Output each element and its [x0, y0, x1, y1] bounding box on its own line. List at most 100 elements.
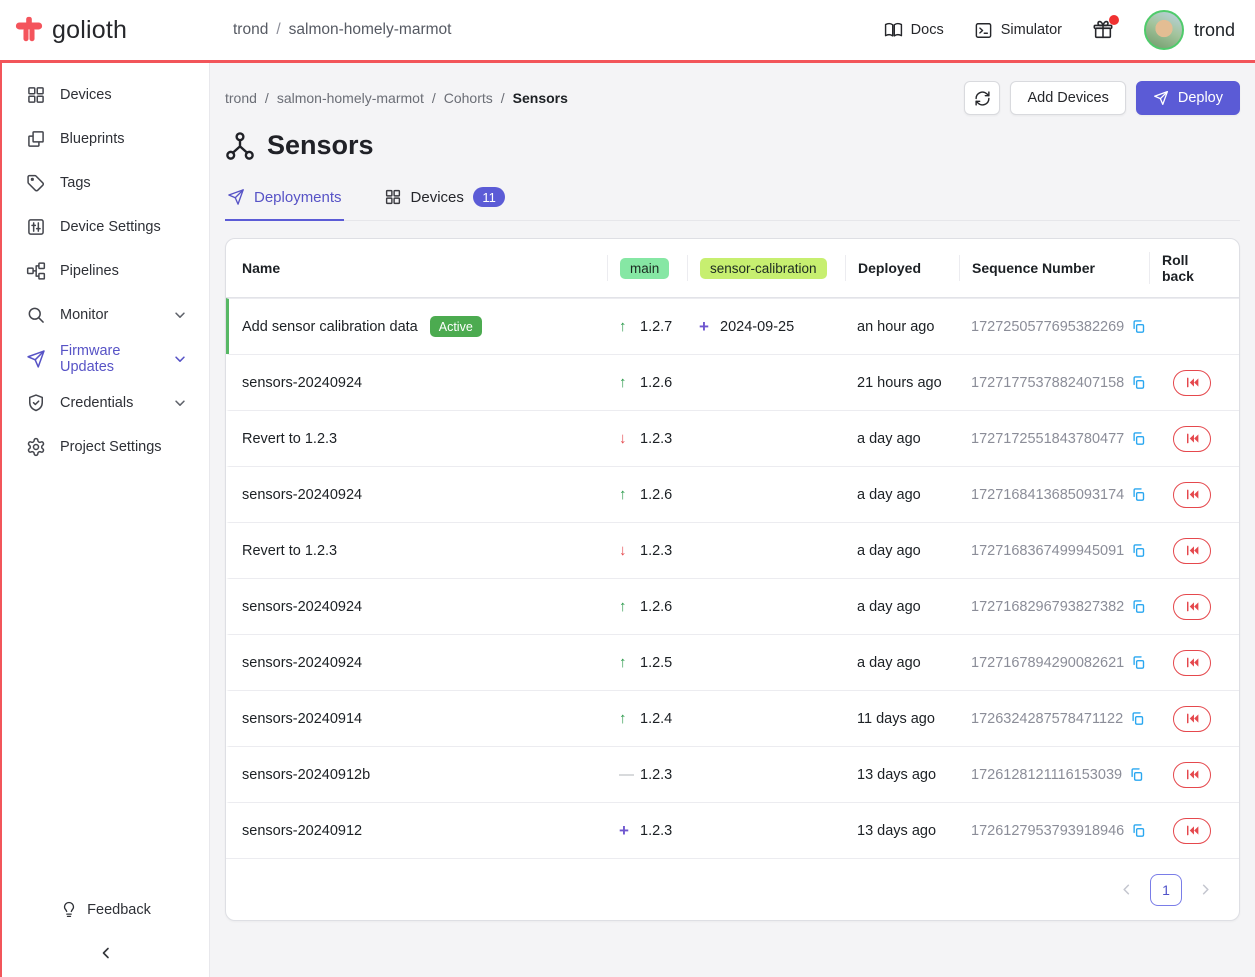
- deployed-time: 13 days ago: [857, 822, 937, 839]
- rollback-button[interactable]: [1173, 817, 1211, 844]
- column-header-name: Name: [242, 260, 281, 276]
- table-row[interactable]: Add sensor calibration data Active ↑ 1.2.…: [226, 298, 1239, 354]
- version-down-icon: ↓: [619, 430, 627, 447]
- breadcrumb-cohorts[interactable]: Cohorts: [443, 90, 493, 106]
- copy-icon[interactable]: [1130, 711, 1145, 726]
- copy-icon[interactable]: [1131, 319, 1146, 334]
- docs-link[interactable]: Docs: [884, 21, 944, 40]
- sidebar-item-blueprints[interactable]: Blueprints: [2, 117, 209, 161]
- rollback-icon: [1186, 769, 1198, 780]
- shield-check-icon: [29, 394, 43, 412]
- deploy-button[interactable]: Deploy: [1135, 81, 1240, 115]
- calibration-version: 2024-09-25: [720, 318, 795, 335]
- version-up-icon: ↑: [619, 374, 627, 391]
- copy-icon[interactable]: [1131, 655, 1146, 670]
- book-icon: [884, 22, 902, 37]
- user-menu[interactable]: trond: [1143, 10, 1235, 50]
- sidebar-item-firmware-updates[interactable]: Firmware Updates: [2, 337, 209, 381]
- add-devices-button[interactable]: Add Devices: [1010, 81, 1126, 115]
- table-row[interactable]: sensors-20240924 ↑ 1.2.6 a day ago 172716…: [226, 466, 1239, 522]
- sidebar-item-monitor[interactable]: Monitor: [2, 293, 209, 337]
- sidebar-item-project-settings[interactable]: Project Settings: [2, 425, 209, 469]
- table-row[interactable]: sensors-20240914 ↑ 1.2.4 11 days ago 1726…: [226, 690, 1239, 746]
- rollback-button[interactable]: [1173, 593, 1211, 620]
- rollback-button[interactable]: [1173, 761, 1211, 788]
- table-row[interactable]: Revert to 1.2.3 ↓ 1.2.3 a day ago 1727168…: [226, 522, 1239, 578]
- sidebar-item-pipelines[interactable]: Pipelines: [2, 249, 209, 293]
- page-number-button[interactable]: 1: [1150, 873, 1182, 906]
- copy-icon[interactable]: [1131, 823, 1146, 838]
- rollback-icon: [1186, 433, 1198, 444]
- collapse-sidebar-button[interactable]: [88, 941, 124, 965]
- sidebar-item-label: Devices: [60, 87, 112, 103]
- column-header-main: main: [607, 255, 687, 281]
- simulator-label: Simulator: [1000, 22, 1062, 38]
- rollback-button[interactable]: [1173, 369, 1211, 396]
- table-row[interactable]: sensors-20240924 ↑ 1.2.6 a day ago 172716…: [226, 578, 1239, 634]
- sequence-number: 1727167894290082621: [971, 654, 1125, 671]
- sidebar-item-credentials[interactable]: Credentials: [2, 381, 209, 425]
- breadcrumb-org[interactable]: trond: [225, 90, 257, 106]
- docs-label: Docs: [910, 22, 944, 38]
- rollback-icon: [1186, 545, 1198, 556]
- golioth-logo[interactable]: golioth: [0, 15, 210, 45]
- main-version: 1.2.3: [640, 542, 673, 559]
- deployed-time: a day ago: [857, 654, 921, 671]
- rollback-button[interactable]: [1173, 425, 1211, 452]
- breadcrumb-current: Sensors: [512, 90, 568, 106]
- pagination: 1: [226, 858, 1239, 920]
- copy-icon[interactable]: [1131, 543, 1146, 558]
- main-version: 1.2.6: [640, 486, 673, 503]
- rollback-icon: [1186, 601, 1198, 612]
- version-down-icon: ↓: [619, 542, 627, 559]
- table-row[interactable]: sensors-20240924 ↑ 1.2.6 21 hours ago 172…: [226, 354, 1239, 410]
- refresh-icon: [975, 90, 990, 106]
- sidebar-item-tags[interactable]: Tags: [2, 161, 209, 205]
- sidebar-item-label: Blueprints: [60, 131, 125, 147]
- breadcrumb-project[interactable]: salmon-homely-marmot: [276, 90, 424, 106]
- table-row[interactable]: sensors-20240912 +1.2.3 13 days ago 1726…: [226, 802, 1239, 858]
- version-up-icon: ↑: [619, 654, 627, 671]
- lightbulb-icon: [63, 901, 75, 918]
- sidebar-item-device-settings[interactable]: Device Settings: [2, 205, 209, 249]
- rollback-button[interactable]: [1173, 649, 1211, 676]
- sidebar-item-devices[interactable]: Devices: [2, 73, 209, 117]
- deployment-name: Revert to 1.2.3: [242, 430, 338, 447]
- rollback-button[interactable]: [1173, 481, 1211, 508]
- tab-devices-label: Devices: [410, 188, 464, 206]
- sliders-icon: [28, 219, 44, 235]
- feedback-button[interactable]: Feedback: [60, 893, 151, 927]
- golioth-logo-icon: [15, 16, 43, 42]
- sidebar-item-label: Tags: [60, 175, 91, 191]
- previous-page-button[interactable]: [1115, 878, 1138, 901]
- table-row[interactable]: sensors-20240912b — 1.2.3 13 days ago 172…: [226, 746, 1239, 802]
- main-version: 1.2.6: [640, 374, 673, 391]
- next-page-button[interactable]: [1194, 878, 1217, 901]
- simulator-link[interactable]: Simulator: [974, 21, 1062, 40]
- rollback-button[interactable]: [1173, 537, 1211, 564]
- branch-badge-sensor-calibration: sensor-calibration: [700, 257, 827, 279]
- breadcrumb-separator: /: [276, 21, 281, 38]
- sidebar-item-label: Pipelines: [60, 263, 119, 279]
- table-row[interactable]: sensors-20240924 ↑ 1.2.5 a day ago 172716…: [226, 634, 1239, 690]
- active-badge: Active: [429, 316, 482, 337]
- sidebar-item-label: Project Settings: [60, 439, 162, 455]
- gear-icon: [27, 437, 45, 457]
- copy-icon[interactable]: [1131, 487, 1146, 502]
- whats-new-button[interactable]: [1092, 15, 1119, 41]
- copy-icon[interactable]: [1131, 431, 1146, 446]
- table-row[interactable]: Revert to 1.2.3 ↓ 1.2.3 a day ago 1727172…: [226, 410, 1239, 466]
- tab-devices[interactable]: Devices 11: [382, 185, 508, 220]
- copy-icon[interactable]: [1131, 599, 1146, 614]
- sidebar-item-label: Device Settings: [60, 219, 161, 235]
- copy-icon[interactable]: [1131, 375, 1146, 390]
- tab-deployments[interactable]: Deployments: [225, 185, 344, 221]
- breadcrumb-org[interactable]: trond: [233, 21, 269, 38]
- version-new-icon: +: [619, 820, 629, 840]
- breadcrumb-project[interactable]: salmon-homely-marmot: [288, 21, 452, 38]
- logo-text: golioth: [52, 15, 128, 44]
- grid-icon: [28, 87, 44, 103]
- refresh-button[interactable]: [964, 81, 1001, 115]
- copy-icon[interactable]: [1129, 767, 1144, 782]
- rollback-button[interactable]: [1173, 705, 1211, 732]
